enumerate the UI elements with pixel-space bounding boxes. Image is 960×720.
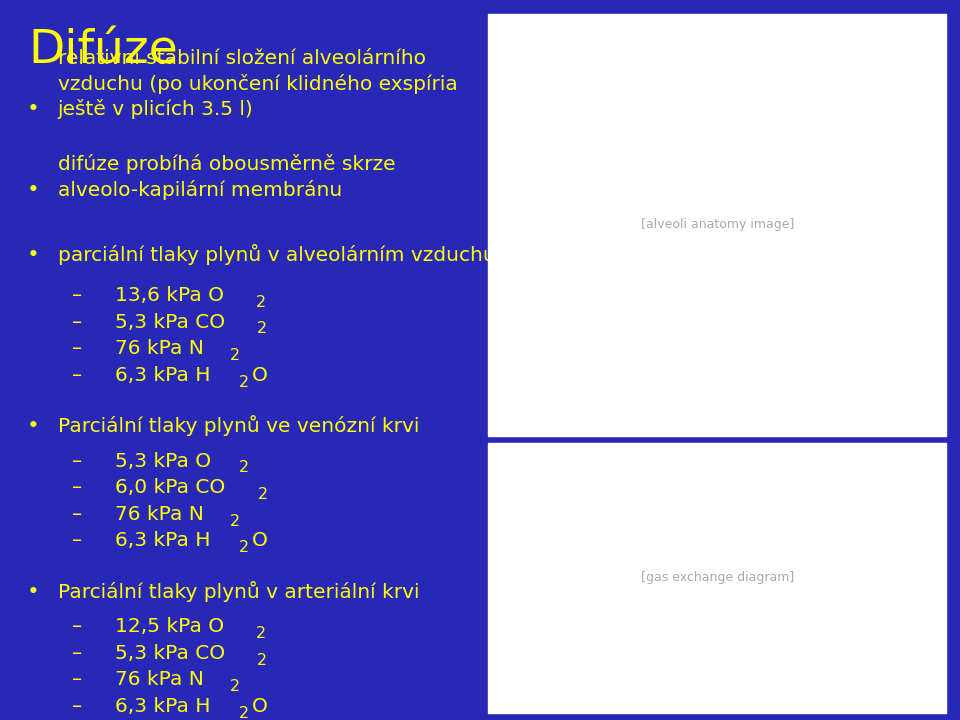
Text: 2: 2 xyxy=(238,374,249,390)
Text: •: • xyxy=(27,99,39,120)
Text: –: – xyxy=(72,286,83,305)
Text: –: – xyxy=(72,531,83,551)
Text: O: O xyxy=(252,366,268,385)
Text: –: – xyxy=(72,451,83,471)
Bar xyxy=(488,14,946,436)
Text: 12,5 kPa O: 12,5 kPa O xyxy=(115,617,225,636)
Text: •: • xyxy=(27,180,39,200)
Text: [alveoli anatomy image]: [alveoli anatomy image] xyxy=(641,218,795,231)
Text: 2: 2 xyxy=(229,513,240,528)
Text: –: – xyxy=(72,697,83,716)
Text: –: – xyxy=(72,339,83,359)
Text: 76 kPa N: 76 kPa N xyxy=(115,670,204,690)
Text: 2: 2 xyxy=(238,706,249,720)
Text: difúze probíhá obousměrně skrze
alveolo-kapilární membránu: difúze probíhá obousměrně skrze alveolo-… xyxy=(58,154,396,200)
Bar xyxy=(488,443,946,713)
Text: •: • xyxy=(27,582,39,602)
Text: 76 kPa N: 76 kPa N xyxy=(115,339,204,359)
Text: 76 kPa N: 76 kPa N xyxy=(115,505,204,524)
Text: 2: 2 xyxy=(238,540,249,555)
Text: 13,6 kPa O: 13,6 kPa O xyxy=(115,286,225,305)
Text: Difúze: Difúze xyxy=(29,29,179,74)
Text: relativní stabilní složení alveolárního
vzduchu (po ukončení klidného exspíria
j: relativní stabilní složení alveolárního … xyxy=(58,49,457,120)
Text: –: – xyxy=(72,505,83,524)
Text: 2: 2 xyxy=(256,626,266,641)
Text: 2: 2 xyxy=(229,679,240,694)
Text: O: O xyxy=(252,531,268,551)
Text: parciální tlaky plynů v alveolárním vzduchu:: parciální tlaky plynů v alveolárním vzdu… xyxy=(58,243,502,265)
Text: 5,3 kPa CO: 5,3 kPa CO xyxy=(115,312,226,332)
Text: –: – xyxy=(72,366,83,385)
Text: 2: 2 xyxy=(229,348,240,363)
Text: 5,3 kPa CO: 5,3 kPa CO xyxy=(115,644,226,663)
Text: 2: 2 xyxy=(257,321,268,336)
Text: –: – xyxy=(72,670,83,690)
Text: 6,0 kPa CO: 6,0 kPa CO xyxy=(115,478,226,498)
Text: Parciální tlaky plynů ve venózní krvi: Parciální tlaky plynů ve venózní krvi xyxy=(58,415,419,436)
Text: 2: 2 xyxy=(257,652,268,667)
Text: 6,3 kPa H: 6,3 kPa H xyxy=(115,366,210,385)
Text: 2: 2 xyxy=(256,294,266,310)
Text: –: – xyxy=(72,312,83,332)
Text: 2: 2 xyxy=(239,460,250,475)
Text: •: • xyxy=(27,245,39,265)
Text: [gas exchange diagram]: [gas exchange diagram] xyxy=(641,571,795,584)
Text: O: O xyxy=(252,697,268,716)
Text: –: – xyxy=(72,644,83,663)
Text: –: – xyxy=(72,617,83,636)
Text: •: • xyxy=(27,416,39,436)
Text: 5,3 kPa O: 5,3 kPa O xyxy=(115,451,211,471)
Text: –: – xyxy=(72,478,83,498)
Text: 6,3 kPa H: 6,3 kPa H xyxy=(115,531,210,551)
Text: 6,3 kPa H: 6,3 kPa H xyxy=(115,697,210,716)
Text: 2: 2 xyxy=(257,487,268,502)
Text: Parciální tlaky plynů v arteriální krvi: Parciální tlaky plynů v arteriální krvi xyxy=(58,580,420,602)
